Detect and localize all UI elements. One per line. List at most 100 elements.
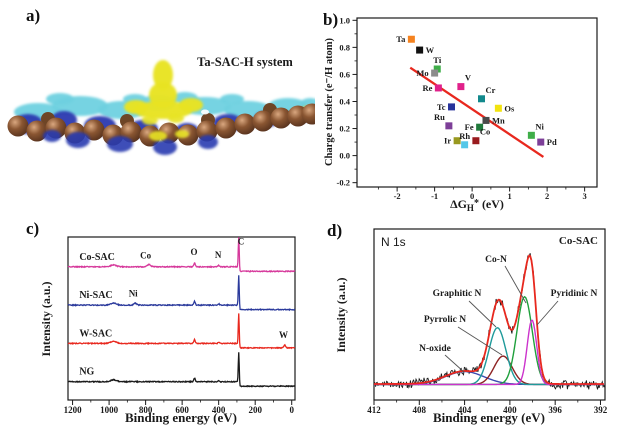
sample-label: Co-SAC bbox=[559, 235, 598, 247]
svg-text:1000: 1000 bbox=[100, 405, 119, 415]
point-Ti bbox=[433, 65, 441, 73]
peak-label-Ni: Ni bbox=[129, 288, 138, 298]
point-label-Ru: Ru bbox=[434, 112, 445, 122]
component-label-N-oxide: N-oxide bbox=[419, 344, 451, 354]
svg-text:400: 400 bbox=[212, 405, 226, 415]
spectrum-region-label: N 1s bbox=[381, 235, 406, 249]
point-Os bbox=[494, 104, 502, 112]
svg-text:1200: 1200 bbox=[64, 405, 83, 415]
molecular-model-ta-sac-h: Ta-SAC-H system bbox=[7, 55, 315, 155]
point-Ir bbox=[453, 137, 461, 145]
svg-text:-0.2: -0.2 bbox=[337, 178, 350, 188]
component-label-Co-N: Co-N bbox=[485, 255, 507, 265]
series-NG bbox=[67, 352, 296, 388]
svg-text:0.8: 0.8 bbox=[339, 42, 350, 52]
peak-annotations: Co O N C Ni W bbox=[129, 236, 288, 339]
fit-components bbox=[374, 295, 604, 386]
point-Rh bbox=[461, 141, 469, 149]
fit-envelope bbox=[374, 254, 604, 385]
svg-text:1: 1 bbox=[508, 191, 512, 201]
point-label-Re: Re bbox=[422, 83, 432, 93]
panel-c-label: c) bbox=[26, 219, 40, 238]
survey-curves: Co-SAC Ni-SAC W-SAC NG bbox=[67, 237, 296, 388]
raw-spectrum bbox=[373, 253, 606, 390]
svg-text:0: 0 bbox=[289, 405, 294, 415]
isosurface-blue-front bbox=[43, 130, 218, 155]
svg-text:408: 408 bbox=[413, 405, 427, 415]
point-Fe bbox=[476, 123, 484, 131]
svg-text:3: 3 bbox=[583, 191, 587, 201]
series-label-Ni-SAC: Ni-SAC bbox=[79, 290, 112, 301]
point-label-Co: Co bbox=[480, 127, 490, 137]
n1s-xps-chart: 412 408 404 400 396 392 N-oxide Pyrrolic N Graph… bbox=[334, 228, 608, 425]
point-label-W: W bbox=[426, 45, 435, 55]
isosurface-yellow-front bbox=[142, 113, 189, 141]
axes: -2 -1 0 1 2 3 1.0 0.8 0.6 0.4 0.2 0.0 -0.2 bbox=[337, 15, 598, 201]
point-label-V: V bbox=[465, 73, 472, 83]
svg-text:1.0: 1.0 bbox=[339, 15, 350, 25]
series-label-NG: NG bbox=[79, 367, 94, 378]
series-Co-SAC bbox=[67, 237, 296, 273]
scatter-chart-charge-transfer: -2 -1 0 1 2 3 1.0 0.8 0.6 0.4 0.2 0.0 -0.2 Ta WTi Mo Re V… bbox=[324, 15, 598, 213]
point-W bbox=[416, 46, 424, 54]
svg-text:400: 400 bbox=[503, 405, 517, 415]
svg-text:2: 2 bbox=[545, 191, 549, 201]
component-N-oxide bbox=[374, 370, 604, 386]
svg-text:-1: -1 bbox=[431, 191, 438, 201]
y-axis-title: Intensity (a.u.) bbox=[334, 277, 348, 352]
y-axis-title: Charge transfer (e⁻/H atom) bbox=[324, 37, 335, 166]
point-label-Os: Os bbox=[504, 103, 515, 113]
svg-text:0.0: 0.0 bbox=[339, 151, 350, 161]
peak-label-O: O bbox=[191, 247, 198, 257]
point-label-Ta: Ta bbox=[396, 34, 406, 44]
peak-label-N: N bbox=[215, 250, 222, 260]
series-label-W-SAC: W-SAC bbox=[79, 328, 112, 339]
component-label-Graphitic N: Graphitic N bbox=[433, 289, 482, 299]
point-label-Ni: Ni bbox=[535, 121, 544, 131]
x-axis-title: Binding energy (eV) bbox=[125, 410, 237, 425]
component-annotations: N-oxide Pyrrolic N Graphitic N Co-N Pyridini… bbox=[419, 255, 598, 373]
point-V bbox=[457, 83, 465, 91]
svg-text:0.4: 0.4 bbox=[339, 96, 350, 106]
point-label-Pd: Pd bbox=[547, 137, 557, 147]
svg-text:0.2: 0.2 bbox=[339, 124, 350, 134]
point-Ru bbox=[445, 122, 453, 130]
series-label-Co-SAC: Co-SAC bbox=[79, 252, 115, 263]
scatter-points: Ta WTi Mo Re V Cr Tc Os Mn Ru Fe Ni Ir Rh Co Pd bbox=[396, 34, 557, 149]
point-Cr bbox=[478, 95, 485, 103]
point-label-Mn: Mn bbox=[492, 115, 505, 125]
point-label-Ti: Ti bbox=[433, 55, 442, 65]
point-Co bbox=[472, 137, 480, 145]
svg-text:396: 396 bbox=[548, 405, 562, 415]
svg-text:200: 200 bbox=[248, 405, 262, 415]
svg-text:-2: -2 bbox=[394, 191, 401, 201]
point-Pd bbox=[537, 138, 545, 146]
series-W-SAC bbox=[67, 313, 296, 350]
trend-line bbox=[409, 66, 545, 158]
isosurface-yellow bbox=[124, 60, 315, 119]
x-axis-title: Binding energy (eV) bbox=[433, 410, 545, 425]
white-glint bbox=[201, 109, 209, 115]
point-Mn bbox=[482, 116, 490, 124]
peak-label-W: W bbox=[279, 330, 288, 340]
svg-text:412: 412 bbox=[367, 405, 381, 415]
point-Tc bbox=[448, 103, 455, 111]
y-axis-title: Intensity (a.u.) bbox=[39, 281, 53, 356]
point-label-Cr: Cr bbox=[486, 85, 496, 95]
svg-text:392: 392 bbox=[594, 405, 608, 415]
point-label-Ir: Ir bbox=[444, 136, 451, 146]
component-label-Pyridinic N: Pyridinic N bbox=[551, 289, 598, 299]
component-label-Pyrrolic N: Pyrrolic N bbox=[424, 315, 466, 325]
panel-a-label: a) bbox=[26, 6, 41, 25]
svg-text:600: 600 bbox=[175, 405, 189, 415]
series-Ni-SAC bbox=[67, 275, 296, 312]
peak-label-Co: Co bbox=[140, 251, 151, 261]
x-axis-title: ΔGH* (eV) bbox=[450, 197, 504, 213]
svg-text:0.6: 0.6 bbox=[339, 69, 350, 79]
panel-d-label: d) bbox=[327, 221, 343, 240]
component-Pyrrolic N bbox=[374, 355, 604, 386]
axes: 1200 1000 800 600 400 200 0 bbox=[64, 236, 296, 415]
point-label-Tc: Tc bbox=[437, 102, 446, 112]
point-Ni bbox=[527, 131, 535, 139]
